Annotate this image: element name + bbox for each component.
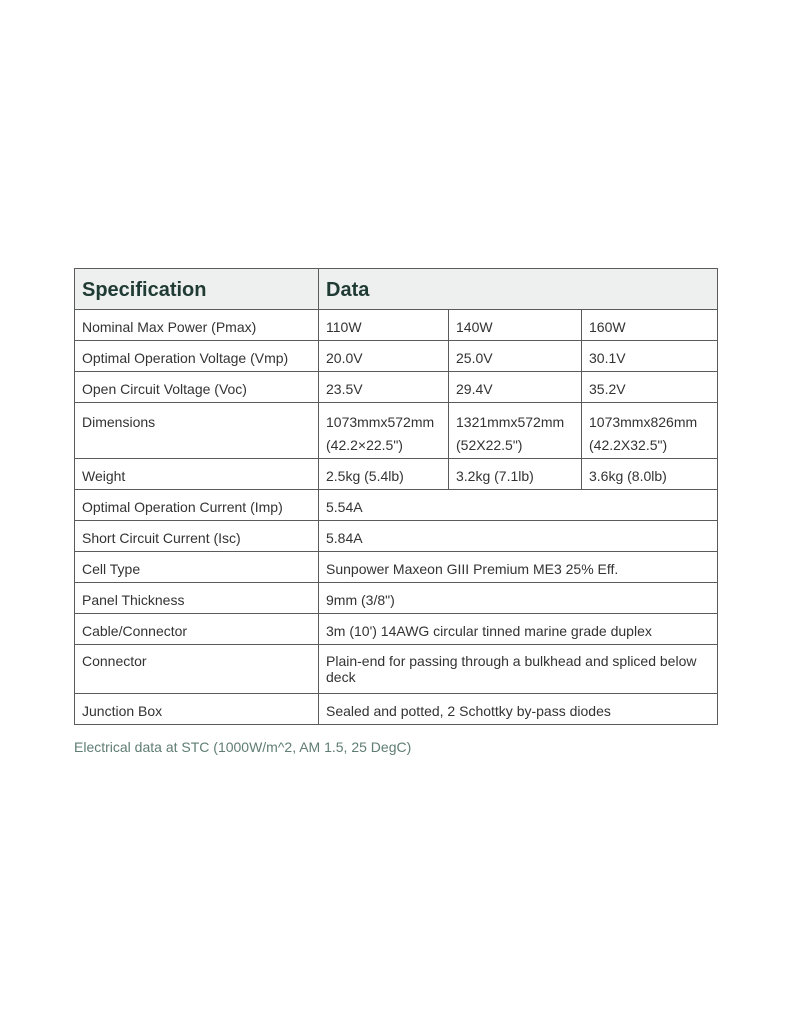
cell-line: (42.2×22.5") [326,437,403,453]
row-label: Cable/Connector [74,613,319,645]
table-row: Optimal Operation Current (Imp) 5.54A [74,489,718,521]
row-label: Weight [74,458,319,490]
cell-line: 1321mmx572mm [456,414,565,430]
cell-line: 1073mmx572mm [326,414,435,430]
table-row: Open Circuit Voltage (Voc) 23.5V 29.4V 3… [74,371,718,403]
table-row: Connector Plain-end for passing through … [74,644,718,694]
table-row: Cell Type Sunpower Maxeon GIII Premium M… [74,551,718,583]
cell: 30.1V [581,340,718,372]
row-label: Nominal Max Power (Pmax) [74,309,319,341]
header-specification: Specification [74,268,319,310]
table-caption: Electrical data at STC (1000W/m^2, AM 1.… [74,739,412,755]
cell: 1073mmx572mm (42.2×22.5") [318,402,449,459]
cell: 29.4V [448,371,582,403]
cell: 9mm (3/8") [318,582,718,614]
cell: Plain-end for passing through a bulkhead… [318,644,718,694]
cell: 110W [318,309,449,341]
row-label: Optimal Operation Current (Imp) [74,489,319,521]
cell: 140W [448,309,582,341]
cell: 1073mmx826mm (42.2X32.5") [581,402,718,459]
table-row: Dimensions 1073mmx572mm (42.2×22.5") 1321… [74,402,718,459]
cell: 2.5kg (5.4lb) [318,458,449,490]
cell: Sealed and potted, 2 Schottky by-pass di… [318,693,718,725]
cell: 1321mmx572mm (52X22.5") [448,402,582,459]
cell: 20.0V [318,340,449,372]
table-row: Optimal Operation Voltage (Vmp) 20.0V 25… [74,340,718,372]
row-label: Open Circuit Voltage (Voc) [74,371,319,403]
spec-table: Specification Data Nominal Max Power (Pm… [74,268,718,725]
cell: 35.2V [581,371,718,403]
table-row: Nominal Max Power (Pmax) 110W 140W 160W [74,309,718,341]
cell-line: (42.2X32.5") [589,437,668,453]
cell: 3m (10') 14AWG circular tinned marine gr… [318,613,718,645]
row-label: Cell Type [74,551,319,583]
header-row: Specification Data [74,268,718,310]
cell: 3.6kg (8.0lb) [581,458,718,490]
table-row: Weight 2.5kg (5.4lb) 3.2kg (7.1lb) 3.6kg… [74,458,718,490]
table-row: Cable/Connector 3m (10') 14AWG circular … [74,613,718,645]
row-label: Junction Box [74,693,319,725]
cell: 5.54A [318,489,718,521]
cell: 3.2kg (7.1lb) [448,458,582,490]
header-data: Data [318,268,718,310]
row-label: Connector [74,644,319,694]
cell: Sunpower Maxeon GIII Premium ME3 25% Eff… [318,551,718,583]
cell-line: 1073mmx826mm [589,414,698,430]
row-label: Short Circuit Current (Isc) [74,520,319,552]
row-label: Dimensions [74,402,319,459]
cell: 23.5V [318,371,449,403]
row-label: Panel Thickness [74,582,319,614]
row-label: Optimal Operation Voltage (Vmp) [74,340,319,372]
cell-line: (52X22.5") [456,437,523,453]
cell: 25.0V [448,340,582,372]
cell: 5.84A [318,520,718,552]
cell: 160W [581,309,718,341]
table-row: Junction Box Sealed and potted, 2 Schott… [74,693,718,725]
table-row: Panel Thickness 9mm (3/8") [74,582,718,614]
table-row: Short Circuit Current (Isc) 5.84A [74,520,718,552]
